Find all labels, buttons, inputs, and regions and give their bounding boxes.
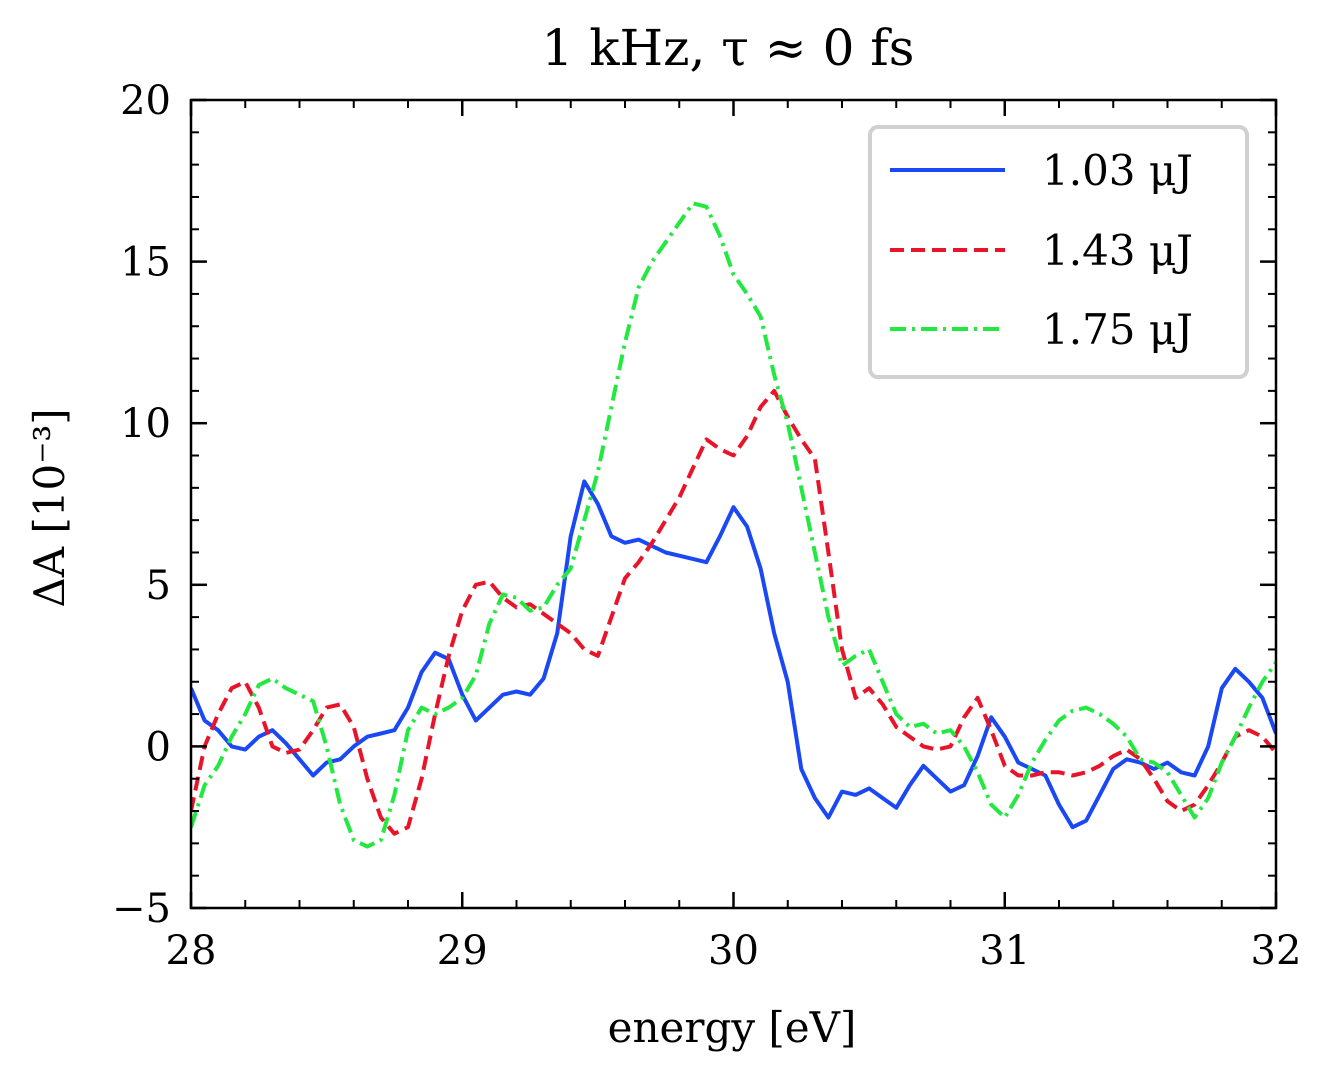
series-line-2: [191, 388, 1276, 836]
axis-tick-labels: 28 29 30 31 32 −5 0 5 10 15 20: [112, 78, 1301, 974]
y-tick-label: 5: [146, 563, 171, 609]
axis-ticks: [189, 98, 1278, 910]
x-tick-label: 29: [437, 928, 488, 974]
y-axis-label: ΔA [10⁻³]: [25, 408, 74, 607]
legend-label-1: 1.03 μJ: [1042, 146, 1193, 195]
x-axis-label: energy [eV]: [608, 1003, 857, 1052]
legend: 1.03 μJ 1.43 μJ 1.75 μJ: [868, 125, 1249, 379]
y-tick-label: 10: [120, 401, 171, 447]
x-tick-label: 28: [166, 928, 217, 974]
series-line-1: [191, 479, 1276, 830]
x-tick-label: 32: [1251, 928, 1302, 974]
y-tick-label: 20: [120, 78, 171, 124]
x-tick-label: 31: [979, 928, 1030, 974]
chart-title: 1 kHz, τ ≈ 0 fs: [542, 19, 915, 77]
y-tick-label: −5: [112, 886, 171, 932]
legend-label-2: 1.43 μJ: [1042, 226, 1193, 275]
y-tick-label: 15: [120, 240, 171, 286]
legend-box: [868, 125, 1249, 379]
series-line-3: [191, 201, 1276, 849]
y-tick-label: 0: [146, 724, 171, 770]
x-tick-label: 30: [708, 928, 759, 974]
legend-label-3: 1.75 μJ: [1042, 305, 1193, 354]
